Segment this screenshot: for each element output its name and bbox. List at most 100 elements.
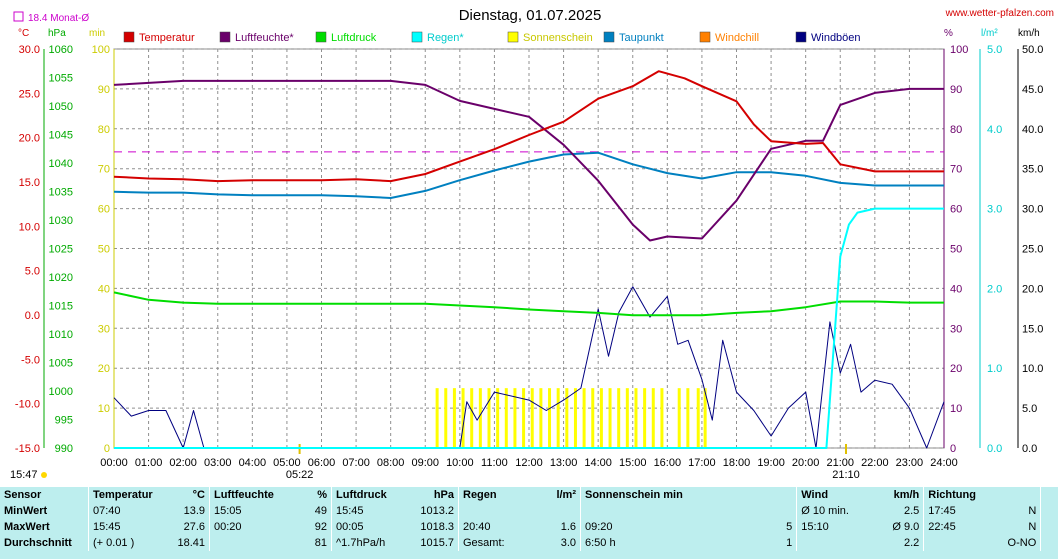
sunshine-bar [660,388,664,448]
sunshine-bar [470,388,474,448]
x-tick-label: 08:00 [377,457,405,469]
x-tick-label: 18:00 [723,457,751,469]
pressure-tick-label: 1060 [49,44,73,56]
wind-tick-label: 10.0 [1022,363,1043,375]
temp-tick-label: 30.0 [19,44,40,56]
stats-cell: 49 [314,505,327,517]
sunset-label: 21:10 [832,469,860,481]
weather-chart: Dienstag, 01.07.2025 www.wetter-pfalzen.c… [10,7,1054,481]
rain-tick-label: 4.0 [987,124,1002,136]
temp-tick-label: -5.0 [21,354,40,366]
stats-cell [209,535,298,551]
legend-swatch [315,31,327,43]
stats-cell [537,503,581,519]
stats-row-label: MinWert [4,505,48,517]
x-tick-label: 11:00 [481,457,508,469]
minutes-tick-label: 70 [98,164,110,176]
minutes-tick-label: 100 [92,44,110,56]
legend-label: Temperatur [139,32,195,44]
x-tick-label: 03:00 [204,457,232,469]
x-tick-label: 12:00 [515,457,543,469]
rain-tick-label: 3.0 [987,204,1002,216]
temp-tick-label: 15.0 [19,177,40,189]
rain-tick-label: 5.0 [987,44,1002,56]
x-tick-label: 06:00 [308,457,336,469]
minutes-tick-label: 60 [98,204,110,216]
stats-cell: N [1028,521,1037,533]
humidity-tick-label: 20 [950,363,962,375]
x-tick-label: 04:00 [239,457,267,469]
stats-cell [458,503,537,519]
x-tick-label: 16:00 [654,457,682,469]
temp-tick-label: 25.0 [19,88,40,100]
sunshine-bar [496,388,500,448]
series-line-luftdruck [113,291,944,317]
pressure-unit-label: hPa [48,28,66,39]
sunshine-bar [478,388,482,448]
pressure-tick-label: 1040 [49,158,73,170]
month-avg-legend-icon [13,11,24,22]
moon-label: 15:47 [10,469,38,481]
humidity-tick-label: 60 [950,204,962,216]
stats-cell: 1015.7 [420,537,454,549]
sunshine-bar [487,388,491,448]
stats-cell: 3.0 [560,537,576,549]
legend-swatch [507,31,519,43]
wind-unit-label: km/h [1018,28,1040,39]
stats-cell: 15:05 [209,503,298,519]
x-tick-label: 17:00 [688,457,716,469]
sunshine-bar [435,388,439,448]
sunshine-bar [444,388,448,448]
humidity-tick-label: 30 [950,323,962,335]
stats-header-sun: Sonnenschein min [579,487,797,503]
series-line-luftfeuchte [113,79,944,242]
temp-tick-label: 10.0 [19,221,40,233]
stats-header-dir: Richtung [923,487,993,503]
pressure-tick-label: 1010 [49,329,73,341]
rain-tick-label: 0.0 [987,443,1002,455]
pressure-tick-label: 1050 [49,101,73,113]
stats-cell: 00:05 [331,519,410,535]
stats-header-hum-unit: % [317,489,327,501]
stats-header-rain-unit: l/m² [556,489,576,501]
wind-tick-label: 25.0 [1022,244,1043,256]
pressure-tick-label: 1020 [49,272,73,284]
stats-row-label: Durchschnitt [4,537,72,549]
stats-cell: 22:45 [923,519,993,535]
stats-cell [738,503,797,519]
stats-cell: 18.41 [177,537,205,549]
legend-swatch [219,31,231,43]
minutes-tick-label: 80 [98,124,110,136]
sunshine-bar [556,388,560,448]
sunshine-bar [677,388,681,448]
humidity-unit-label: % [944,28,953,39]
x-tick-label: 21:00 [826,457,854,469]
stats-cell: 09:20 [579,519,738,535]
stats-row-min: MinWert 07:40 13.9 15:05 49 15:45 1013.2… [0,503,1058,519]
sunshine-bar [643,388,647,448]
wind-tick-label: 0.0 [1022,443,1037,455]
minutes-tick-label: 10 [98,403,110,415]
moon-icon [41,472,47,478]
temp-tick-label: 20.0 [19,133,40,145]
stats-cell: 2.5 [903,505,920,517]
stats-cell: N [1028,505,1037,517]
wind-tick-label: 30.0 [1022,204,1043,216]
month-avg-label: 18.4 Monat-Ø [28,13,89,24]
x-tick-label: 07:00 [342,457,370,469]
minutes-tick-label: 90 [98,84,110,96]
x-tick-label: 15:00 [619,457,647,469]
sunshine-bar [696,388,700,448]
temp-tick-label: -15.0 [15,443,40,455]
stats-cell [923,535,993,551]
stats-header-sensor: Sensor [4,489,42,501]
sunshine-bar [625,388,629,448]
pressure-tick-label: 1045 [49,130,73,142]
x-tick-label: 05:00 [273,457,301,469]
sunshine-bar [461,388,465,448]
stats-cell: 07:40 [88,503,173,519]
humidity-tick-label: 0 [950,443,956,455]
minutes-tick-label: 0 [104,443,110,455]
series-line-temperatur [113,70,944,183]
wind-tick-label: 35.0 [1022,164,1043,176]
